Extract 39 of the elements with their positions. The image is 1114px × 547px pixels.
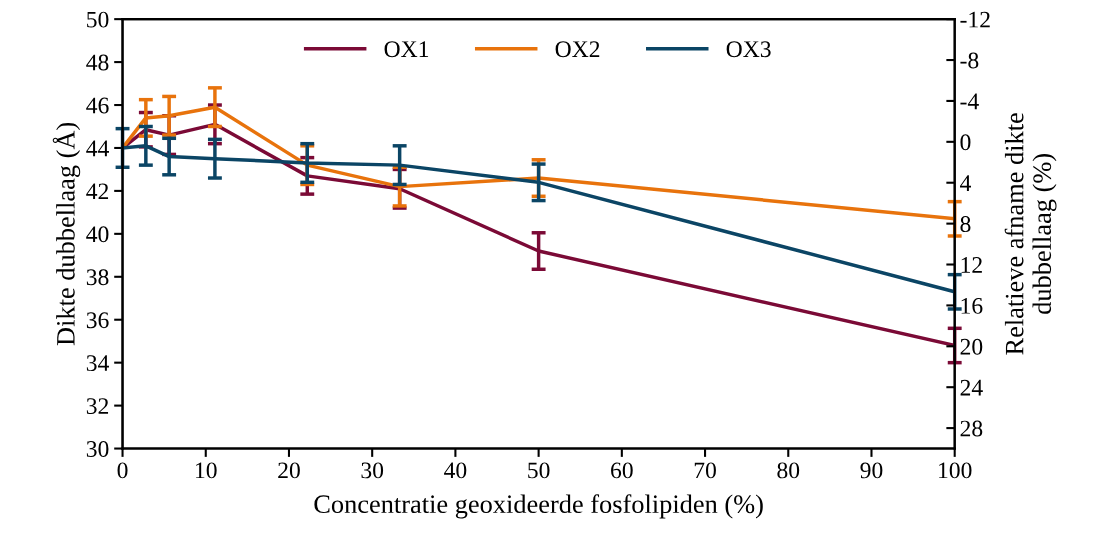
y2-tick-label: 0 — [960, 134, 971, 151]
y-tick-label: 48 — [86, 54, 109, 71]
y2-tick-label: 20 — [960, 338, 983, 355]
y-tick-label: 32 — [86, 398, 109, 415]
y2-tick-label: 28 — [960, 420, 983, 437]
y2-tick-label: 24 — [960, 379, 983, 396]
y2-tick-label: -4 — [960, 93, 979, 110]
y-axis-title: Dikte dubbellaag (Å) — [52, 122, 81, 346]
x-tick-label: 30 — [361, 462, 384, 479]
y-tick-label: 36 — [86, 312, 109, 329]
y-tick-label: 44 — [86, 140, 109, 157]
x-tick-label: 80 — [777, 462, 800, 479]
x-tick-label: 60 — [611, 462, 633, 479]
y2-tick-label: 4 — [960, 175, 971, 191]
y2-tick-label: 12 — [961, 257, 982, 273]
y-tick-label: 34 — [86, 355, 109, 372]
y-tick-label: 50 — [87, 11, 109, 28]
x-tick-label: 40 — [444, 462, 467, 479]
x-tick-label: 90 — [860, 462, 883, 479]
y-tick-label: 40 — [86, 226, 109, 243]
x-tick-label: 100 — [939, 462, 972, 479]
y-tick-label: 46 — [86, 97, 109, 114]
y2-tick-label: -8 — [960, 52, 979, 69]
y-tick-label: 30 — [86, 441, 109, 457]
legend-label: OX3 — [726, 41, 771, 58]
x-tick-label: 50 — [528, 462, 550, 479]
x-tick-label: 0 — [117, 462, 128, 479]
legend-label: OX2 — [555, 41, 600, 58]
y2-axis-title: Relatieve afname dikte dubbellaag (%) — [1004, 113, 1057, 355]
y2-tick-label: -12 — [960, 11, 990, 28]
x-tick-label: 70 — [694, 462, 716, 479]
x-tick-label: 10 — [196, 462, 217, 479]
y2-tick-label: 16 — [961, 297, 983, 314]
y-tick-label: 42 — [86, 183, 109, 200]
legend-label: OX1 — [384, 41, 429, 58]
y2-tick-label: 8 — [960, 216, 971, 233]
x-tick-label: 20 — [278, 462, 300, 479]
y-tick-label: 38 — [86, 269, 109, 286]
x-axis-title: Concentratie geoxideerde fosfolipiden (%) — [314, 494, 763, 519]
